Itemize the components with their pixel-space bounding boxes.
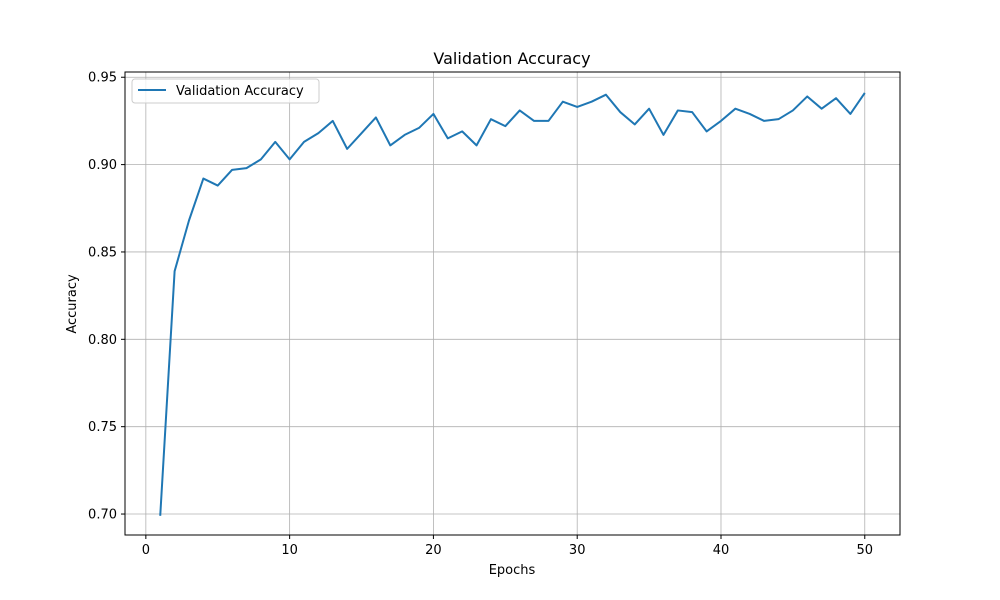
x-tick-label: 40 [713, 543, 730, 558]
legend-box [131, 78, 320, 104]
legend-label-validation-accuracy: Validation Accuracy [176, 84, 304, 99]
x-tick-label: 30 [569, 543, 586, 558]
grid [125, 72, 900, 535]
plot-frame [124, 71, 901, 536]
y-tick-label: 0.85 [88, 245, 117, 260]
x-tick-label: 0 [142, 543, 150, 558]
y-tick-label: 0.95 [88, 71, 117, 86]
x-tick-label: 20 [425, 543, 442, 558]
x-tick-label: 50 [856, 543, 873, 558]
x-axis-label: Epochs [489, 563, 536, 578]
y-tick-label: 0.70 [88, 508, 117, 523]
y-tick-label: 0.80 [88, 333, 117, 348]
y-tick-label: 0.75 [88, 420, 117, 435]
y-axis: 0.70 0.75 0.80 0.85 0.90 0.95 [88, 71, 125, 523]
y-axis-label: Accuracy [65, 274, 80, 334]
legend: Validation Accuracy [131, 78, 320, 104]
chart-title: Validation Accuracy [433, 49, 590, 68]
series-line-validation-accuracy [159, 92, 866, 516]
x-axis: 0 10 20 30 40 50 [142, 535, 873, 558]
x-tick-label: 10 [281, 543, 298, 558]
y-tick-label: 0.90 [88, 158, 117, 173]
